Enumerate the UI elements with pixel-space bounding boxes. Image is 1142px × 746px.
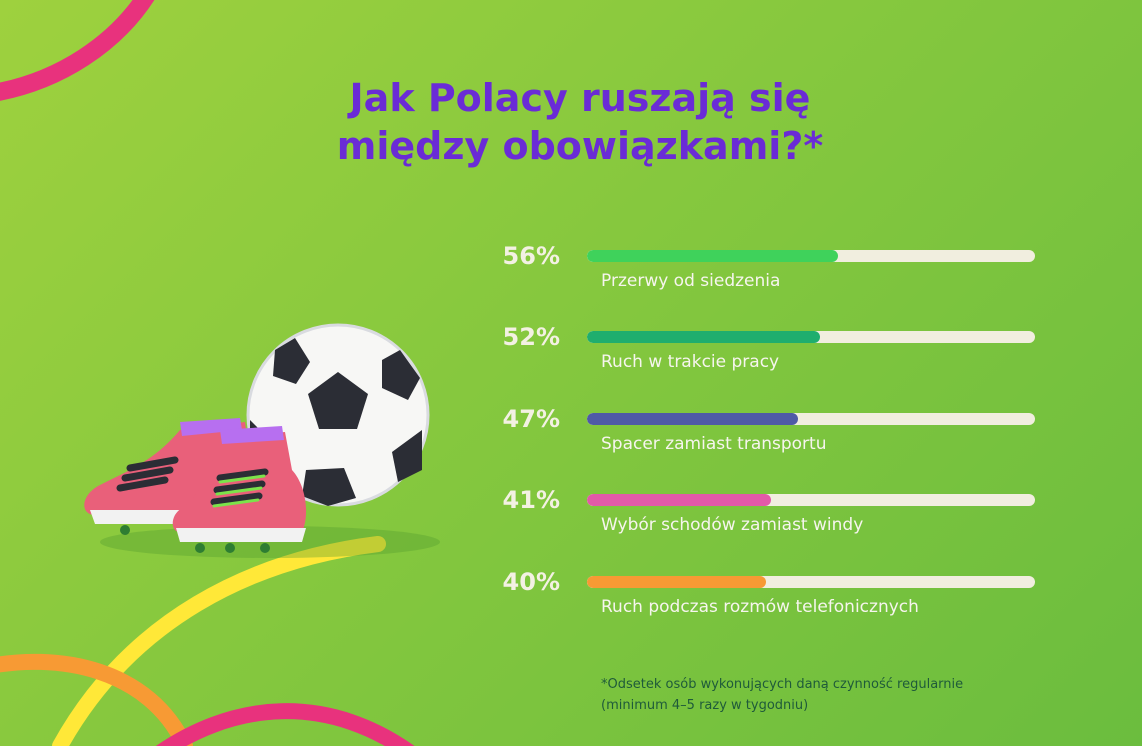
football-boots-icon bbox=[84, 418, 307, 553]
soccer-ball-icon bbox=[246, 323, 430, 507]
value-label: 52% bbox=[502, 323, 560, 351]
ribbon-magenta-bottom bbox=[155, 703, 415, 746]
bar-track bbox=[587, 250, 1035, 262]
category-label: Wybór schodów zamiast windy bbox=[601, 515, 864, 535]
page-title: Jak Polacy ruszają się między obowiązkam… bbox=[300, 74, 860, 170]
bar-row: 52% Ruch w trakcie pracy bbox=[480, 323, 1060, 383]
bar-fill bbox=[587, 576, 767, 588]
bar-track bbox=[587, 494, 1035, 506]
value-label: 56% bbox=[502, 242, 560, 270]
ribbon-orange bbox=[0, 653, 193, 746]
bar-row: 41% Wybór schodów zamiast windy bbox=[480, 486, 1060, 546]
bar-track bbox=[587, 331, 1035, 343]
bar-fill bbox=[587, 331, 820, 343]
bar-row: 40% Ruch podczas rozmów telefonicznych bbox=[480, 568, 1060, 628]
category-label: Przerwy od siedzenia bbox=[601, 271, 781, 291]
footnote-line-2: (minimum 4–5 razy w tygodniu) bbox=[601, 698, 809, 713]
value-label: 41% bbox=[502, 486, 560, 514]
bar-fill bbox=[587, 250, 838, 262]
value-label: 40% bbox=[502, 568, 560, 596]
bar-row: 47% Spacer zamiast transportu bbox=[480, 405, 1060, 465]
title-line-1: Jak Polacy ruszają się bbox=[349, 76, 811, 120]
illustration bbox=[84, 323, 440, 558]
bar-fill bbox=[587, 494, 771, 506]
ribbon-yellow bbox=[52, 536, 386, 746]
title-line-2: między obowiązkami?* bbox=[336, 124, 824, 168]
ribbon-top-left bbox=[0, 0, 155, 101]
footnote-line-1: *Odsetek osób wykonujących daną czynność… bbox=[601, 677, 964, 692]
footnote: *Odsetek osób wykonujących daną czynność… bbox=[601, 674, 1041, 716]
bar-fill bbox=[587, 413, 798, 425]
category-label: Spacer zamiast transportu bbox=[601, 434, 827, 454]
category-label: Ruch podczas rozmów telefonicznych bbox=[601, 597, 919, 617]
bar-track bbox=[587, 413, 1035, 425]
value-label: 47% bbox=[502, 405, 560, 433]
category-label: Ruch w trakcie pracy bbox=[601, 352, 780, 372]
bar-row: 56% Przerwy od siedzenia bbox=[480, 242, 1060, 302]
bar-track bbox=[587, 576, 1035, 588]
